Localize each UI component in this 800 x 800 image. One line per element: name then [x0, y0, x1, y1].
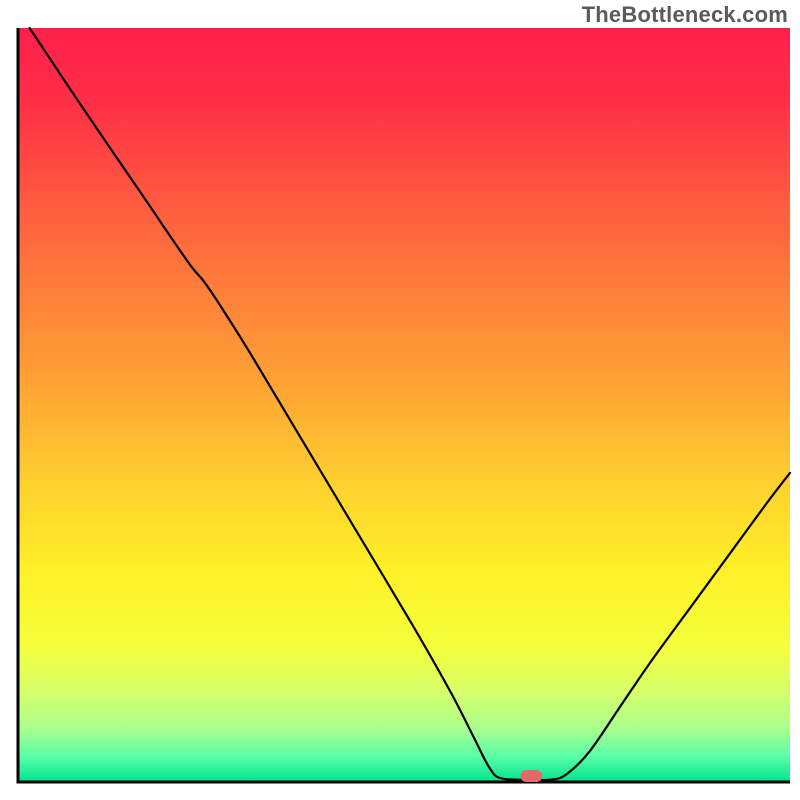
optimum-marker	[520, 770, 542, 782]
watermark-text: TheBottleneck.com	[582, 2, 788, 28]
bottleneck-chart	[0, 0, 800, 800]
chart-container: TheBottleneck.com	[0, 0, 800, 800]
chart-background	[18, 28, 790, 782]
